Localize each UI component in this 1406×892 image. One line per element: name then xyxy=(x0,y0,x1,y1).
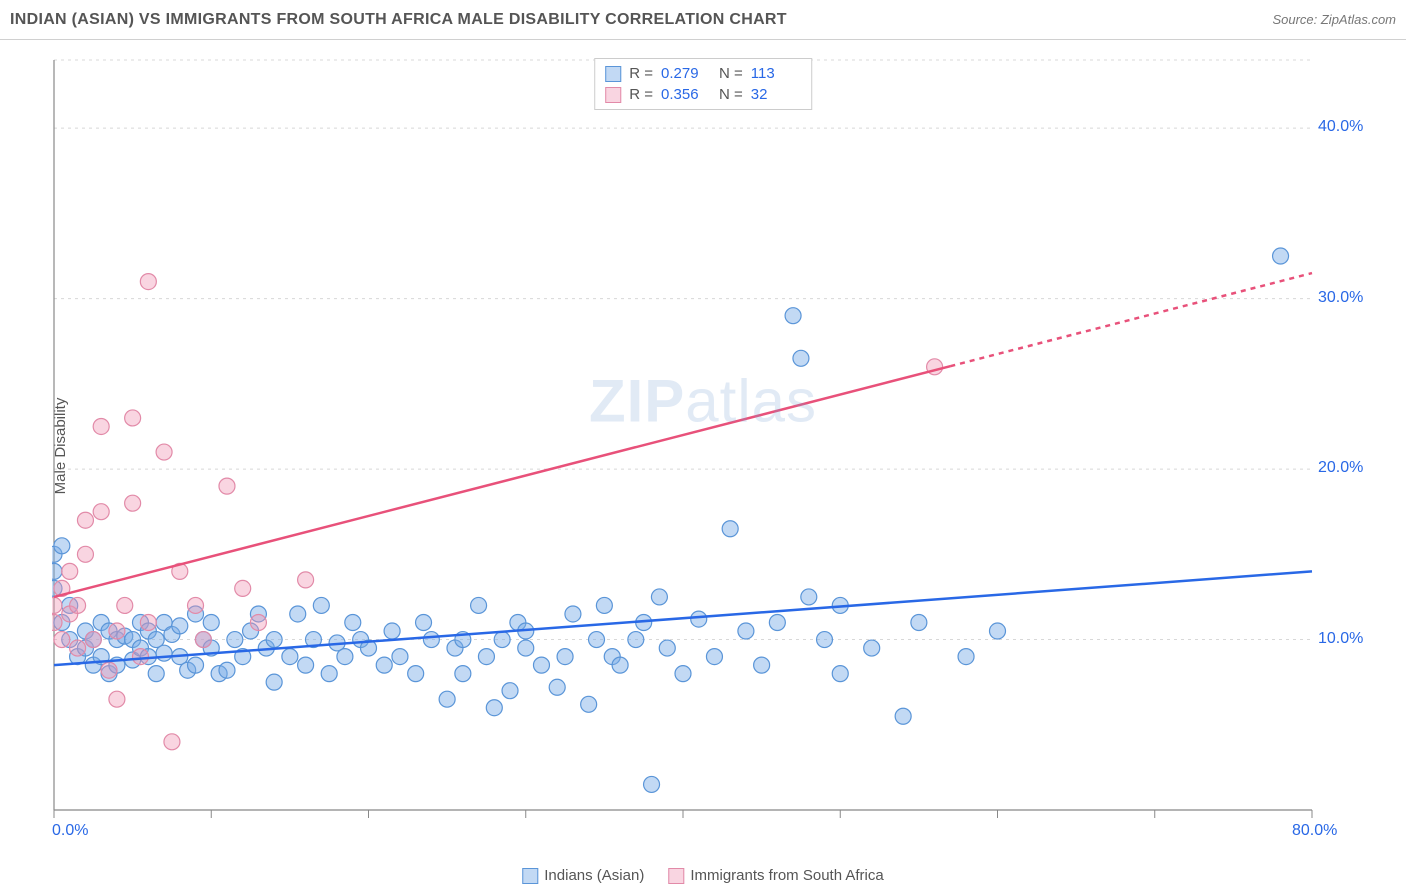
legend-bottom-item-0: Indians (Asian) xyxy=(522,867,644,884)
swatch-blue-bottom xyxy=(522,868,538,884)
n-value-1: 32 xyxy=(751,86,801,103)
n-label-0: N = xyxy=(719,65,743,82)
y-tick-label: 10.0% xyxy=(1318,630,1363,648)
chart-title: INDIAN (ASIAN) VS IMMIGRANTS FROM SOUTH … xyxy=(10,11,787,29)
r-label-1: R = xyxy=(629,86,653,103)
x-tick-label: 0.0% xyxy=(52,822,88,840)
swatch-blue xyxy=(605,66,621,82)
r-value-1: 0.356 xyxy=(661,86,711,103)
legend-top-row-1: R = 0.356 N = 32 xyxy=(605,84,801,105)
y-tick-label: 30.0% xyxy=(1318,289,1363,307)
x-tick-label: 80.0% xyxy=(1292,822,1337,840)
scatter-chart xyxy=(52,55,1362,845)
n-value-0: 113 xyxy=(751,65,801,82)
swatch-pink-bottom xyxy=(668,868,684,884)
title-bar: INDIAN (ASIAN) VS IMMIGRANTS FROM SOUTH … xyxy=(0,0,1406,40)
legend-bottom: Indians (Asian) Immigrants from South Af… xyxy=(522,867,883,884)
legend-bottom-label-0: Indians (Asian) xyxy=(544,867,644,884)
r-value-0: 0.279 xyxy=(661,65,711,82)
n-label-1: N = xyxy=(719,86,743,103)
legend-top-row-0: R = 0.279 N = 113 xyxy=(605,63,801,84)
legend-top: R = 0.279 N = 113 R = 0.356 N = 32 xyxy=(594,58,812,110)
y-tick-label: 40.0% xyxy=(1318,118,1363,136)
legend-bottom-item-1: Immigrants from South Africa xyxy=(668,867,883,884)
plot-area xyxy=(52,55,1362,845)
swatch-pink xyxy=(605,87,621,103)
y-tick-label: 20.0% xyxy=(1318,459,1363,477)
r-label-0: R = xyxy=(629,65,653,82)
source-label: Source: ZipAtlas.com xyxy=(1272,12,1396,27)
legend-bottom-label-1: Immigrants from South Africa xyxy=(690,867,883,884)
